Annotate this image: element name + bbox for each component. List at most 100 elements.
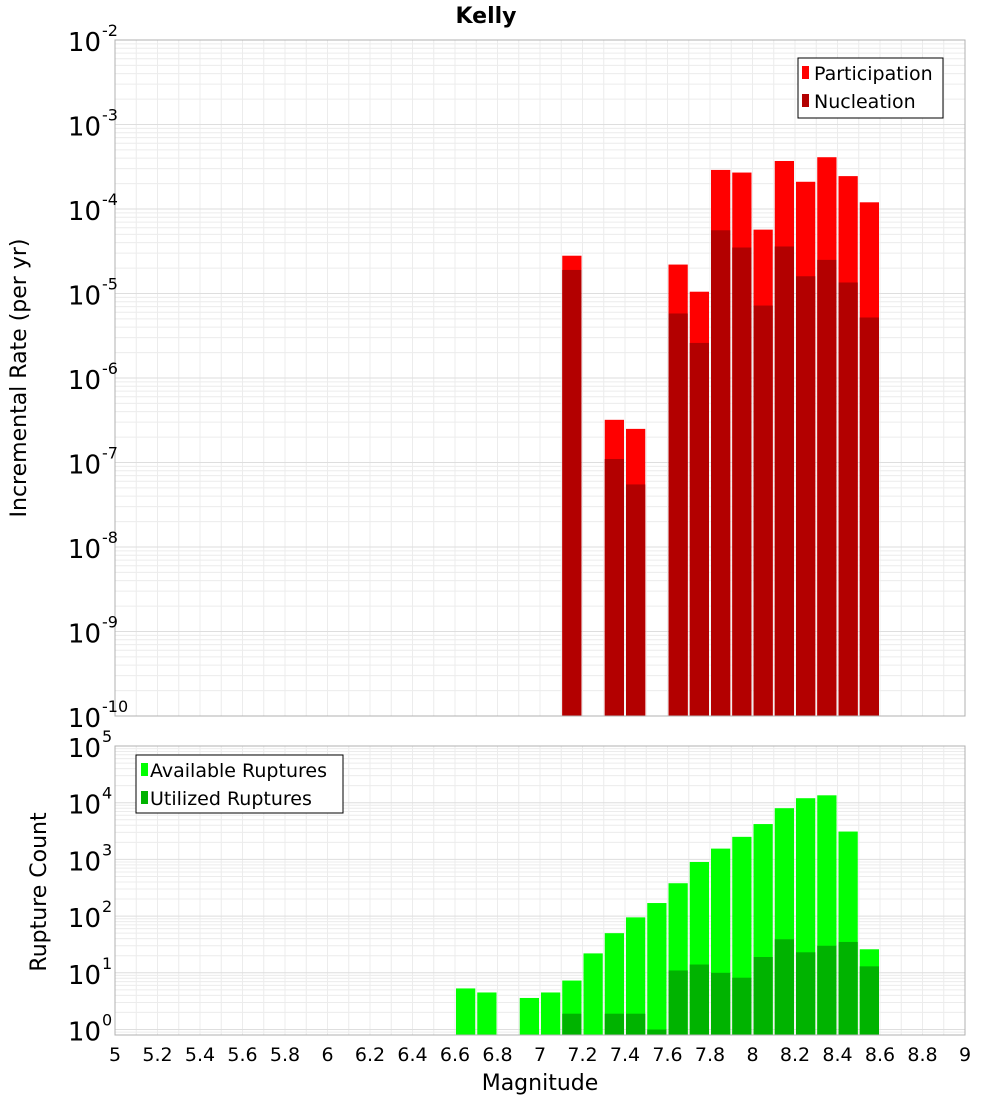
x-tick-label: 6.4 <box>397 1044 427 1066</box>
x-tick-label: 8.4 <box>822 1044 852 1066</box>
bottom-y-tick-label: 10 <box>68 791 101 821</box>
x-tick-label: 7.4 <box>610 1044 640 1066</box>
top-y-tick-exponent: -7 <box>102 444 118 463</box>
bottom-bar-series-b <box>796 952 816 1035</box>
top-y-tick-label: 10 <box>68 197 101 227</box>
bottom-y-tick-exponent: 3 <box>102 840 112 859</box>
top-bar-series-b <box>774 246 794 716</box>
top-y-tick-exponent: -6 <box>102 359 118 378</box>
bottom-bar-series-a <box>583 953 603 1035</box>
x-tick-label: 6.8 <box>482 1044 512 1066</box>
x-tick-label: 9 <box>959 1044 971 1066</box>
top-y-tick-label: 10 <box>68 282 101 312</box>
bottom-y-tick-label: 10 <box>68 1018 101 1048</box>
top-panel-bars <box>562 157 879 717</box>
bottom-bar-series-a <box>626 917 646 1035</box>
top-y-tick-exponent: -9 <box>102 613 118 632</box>
x-tick-label: 5.6 <box>227 1044 257 1066</box>
top-bar-series-b <box>562 269 582 716</box>
bottom-bar-series-b <box>562 1013 582 1035</box>
x-tick-labels: 5 5.2 5.4 5.6 5.8 6 6.2 6.4 6.6 6.8 7 7.2 7.4 7.6 7.8 8… <box>109 1044 971 1066</box>
top-bar-series-b <box>796 276 816 716</box>
top-panel-grid <box>114 39 966 717</box>
top-bar-series-b <box>668 313 688 716</box>
bottom-bar-series-a <box>456 988 476 1035</box>
bottom-bar-series-a <box>647 903 667 1035</box>
x-tick-label: 7.6 <box>652 1044 682 1066</box>
bottom-bar-series-a <box>604 933 624 1035</box>
legend-swatch-available <box>141 763 148 776</box>
bottom-bar-series-b <box>604 1013 624 1035</box>
legend-label-nucleation: Nucleation <box>814 91 916 113</box>
legend-swatch-nucleation <box>802 94 809 107</box>
x-tick-label: 6.2 <box>355 1044 385 1066</box>
x-tick-label: 7.8 <box>695 1044 725 1066</box>
bottom-bar-series-b <box>817 945 837 1035</box>
chart-title: Kelly <box>455 4 516 29</box>
bottom-y-axis-label: Rupture Count <box>27 812 52 972</box>
top-bar-series-b <box>711 230 731 716</box>
bottom-bar-series-b <box>689 964 709 1035</box>
bottom-bar-series-b <box>626 1013 646 1035</box>
x-tick-label: 5.8 <box>270 1044 300 1066</box>
legend-label-available: Available Ruptures <box>150 760 327 782</box>
bottom-y-tick-label: 10 <box>68 904 101 934</box>
top-y-tick-exponent: -10 <box>102 697 128 716</box>
bottom-bar-series-b <box>774 939 794 1035</box>
bottom-bar-series-a <box>477 992 497 1035</box>
bottom-bar-series-b <box>647 1029 667 1035</box>
top-bar-series-b <box>817 259 837 716</box>
top-bar-series-b <box>626 484 646 716</box>
bottom-y-tick-exponent: 0 <box>102 1011 112 1030</box>
x-tick-label: 6.6 <box>440 1044 470 1066</box>
top-y-tick-label: 10 <box>68 535 101 565</box>
bottom-y-tick-exponent: 2 <box>102 897 112 916</box>
bottom-bar-series-b <box>732 977 752 1035</box>
top-y-tick-label: 10 <box>68 704 101 734</box>
bottom-y-tick-exponent: 5 <box>102 727 112 746</box>
bottom-y-tick-exponent: 1 <box>102 954 112 973</box>
x-tick-label: 8 <box>746 1044 758 1066</box>
top-y-tick-exponent: -3 <box>102 106 118 125</box>
bottom-panel-frame <box>114 745 966 1036</box>
x-tick-label: 5.2 <box>142 1044 172 1066</box>
bottom-legend-box <box>135 754 344 814</box>
top-y-tick-label: 10 <box>68 620 101 650</box>
bottom-bar-series-b <box>838 941 858 1035</box>
top-y-tick-exponent: -4 <box>102 190 118 209</box>
top-legend: Participation Nucleation <box>797 57 944 119</box>
top-y-tick-label: 10 <box>68 451 101 481</box>
legend-label-participation: Participation <box>814 63 933 85</box>
top-y-tick-exponent: -2 <box>102 21 118 40</box>
top-legend-box <box>797 57 944 119</box>
x-tick-label: 8.8 <box>907 1044 937 1066</box>
bottom-bar-series-b <box>711 972 731 1035</box>
top-y-tick-exponent: -8 <box>102 528 118 547</box>
top-panel-frame <box>114 39 966 717</box>
x-tick-label: 7 <box>534 1044 546 1066</box>
top-bar-series-b <box>859 317 879 716</box>
bottom-y-tick-label: 10 <box>68 961 101 991</box>
x-tick-label: 7.2 <box>567 1044 597 1066</box>
x-tick-label: 5.4 <box>185 1044 215 1066</box>
bottom-bar-series-a <box>541 992 561 1035</box>
top-y-tick-exponent: -5 <box>102 275 118 294</box>
top-bar-series-b <box>732 247 752 716</box>
x-tick-label: 8.6 <box>865 1044 895 1066</box>
legend-swatch-participation <box>802 66 809 79</box>
bottom-y-tick-label: 10 <box>68 734 101 764</box>
legend-label-utilized: Utilized Ruptures <box>150 788 312 810</box>
top-bar-series-b <box>838 282 858 716</box>
x-tick-label: 8.2 <box>780 1044 810 1066</box>
x-tick-label: 5 <box>109 1044 121 1066</box>
top-y-tick-label: 10 <box>68 366 101 396</box>
bottom-panel-bars <box>456 795 879 1035</box>
top-y-axis-label: Incremental Rate (per yr) <box>7 239 32 518</box>
top-y-tick-label: 10 <box>68 113 101 143</box>
x-axis-label: Magnitude <box>482 1071 599 1096</box>
x-tick-label: 6 <box>321 1044 333 1066</box>
